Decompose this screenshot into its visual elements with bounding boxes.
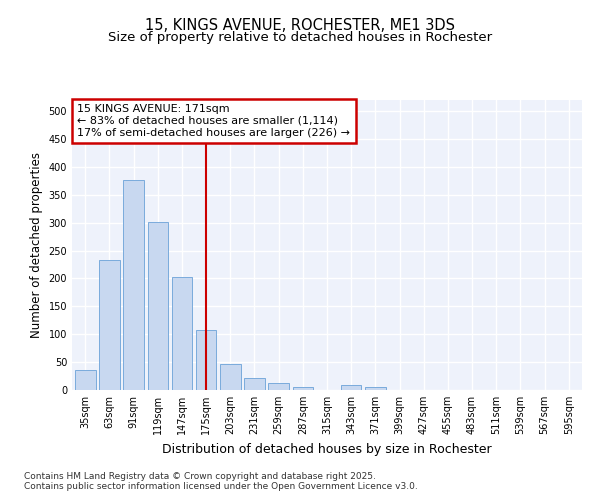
Bar xyxy=(196,330,217,390)
Bar xyxy=(365,386,386,390)
Text: 15, KINGS AVENUE, ROCHESTER, ME1 3DS: 15, KINGS AVENUE, ROCHESTER, ME1 3DS xyxy=(145,18,455,32)
Bar xyxy=(172,278,192,390)
Y-axis label: Number of detached properties: Number of detached properties xyxy=(30,152,43,338)
Bar xyxy=(75,370,95,390)
Text: 15 KINGS AVENUE: 171sqm
← 83% of detached houses are smaller (1,114)
17% of semi: 15 KINGS AVENUE: 171sqm ← 83% of detache… xyxy=(77,104,350,138)
Bar xyxy=(124,180,144,390)
Bar xyxy=(99,260,120,390)
Text: Contains public sector information licensed under the Open Government Licence v3: Contains public sector information licen… xyxy=(24,482,418,491)
Bar xyxy=(341,385,361,390)
Text: Size of property relative to detached houses in Rochester: Size of property relative to detached ho… xyxy=(108,31,492,44)
Bar xyxy=(220,364,241,390)
X-axis label: Distribution of detached houses by size in Rochester: Distribution of detached houses by size … xyxy=(162,442,492,456)
Bar xyxy=(244,378,265,390)
Bar xyxy=(268,383,289,390)
Bar xyxy=(293,387,313,390)
Bar xyxy=(148,222,168,390)
Text: Contains HM Land Registry data © Crown copyright and database right 2025.: Contains HM Land Registry data © Crown c… xyxy=(24,472,376,481)
